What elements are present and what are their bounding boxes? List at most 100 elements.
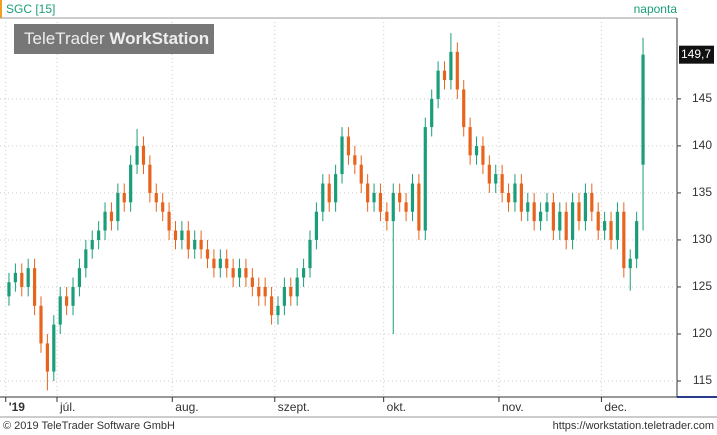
candle-body [340,136,344,175]
candle-body [122,192,126,203]
candle-body [494,174,498,184]
candle-body [173,230,178,240]
candle-body [205,249,210,259]
candle-body [538,211,543,222]
candle-body [20,272,24,287]
candle-body [583,192,588,222]
candle-body [26,268,30,287]
candle-body [551,202,555,231]
candle-body [58,296,62,325]
candle-body [218,258,222,269]
logo-box [14,24,214,54]
candle-body [423,127,427,231]
candle-body [603,221,607,231]
last-price-label: 149,7 [681,47,711,61]
candle-body [410,183,415,212]
candle-body [590,192,594,212]
plot: 115 120 125 130 135 140 145 '19 júl. aug. szept. ok… [0,18,712,414]
candle-body [327,183,331,203]
candle-body [487,164,491,184]
y-tick-label: 130 [692,232,712,246]
candle-body [635,221,639,259]
candle-body [193,239,197,250]
candle-body [103,211,107,231]
candle-body [321,183,325,212]
candle-body [615,211,620,240]
candle-body [532,202,536,222]
y-tick-label: 115 [693,373,712,387]
candle-body [52,324,56,372]
candle-body [596,211,600,231]
candle-body [308,239,312,269]
x-tick-label: dec. [604,400,627,414]
candle-body [289,286,293,297]
logo-text: TeleTrader WorkStation [24,29,209,48]
candle-body [417,183,421,231]
candle-body [526,202,530,212]
candle-body [231,268,235,278]
candle-body [628,258,632,269]
candle-body [468,127,472,156]
candle-body [135,145,139,165]
candle-body [154,192,158,203]
candle-body [32,268,37,306]
candle-body [513,183,517,203]
candle-body [545,202,549,212]
candle-body [334,174,338,203]
candle-body [71,286,75,306]
candle-body [77,268,82,287]
period: naponta [634,2,678,16]
candle-body [314,211,319,240]
logo-part: TeleTrader [24,29,105,48]
candle-body [13,272,17,283]
candle-body [148,164,152,193]
candle-body [269,296,274,316]
candle-body [276,305,280,316]
candle-body [641,54,645,165]
candle-body [244,268,248,278]
candle-body [7,282,11,297]
candle-body [462,89,466,128]
x-tick-label: okt. [387,400,406,414]
candle-body [506,192,511,203]
candle-body [442,70,447,81]
candle-body [609,221,613,240]
candle-body [282,286,286,306]
candle-body [372,192,376,203]
candle-body [398,192,402,203]
marker [0,0,2,18]
y-tick-label: 140 [692,138,712,152]
candle-body [378,192,383,212]
candle-body [430,98,434,128]
y-tick-label: 125 [692,279,712,293]
candle-body [84,249,88,269]
candle-body [474,145,479,156]
candle-body [199,239,203,250]
candle-body [180,230,184,240]
x-tick-label: aug. [175,400,198,414]
corner [677,397,717,417]
candle-body [250,277,254,287]
copyright: © 2019 TeleTrader Software GmbH [3,420,175,432]
candle-body [564,211,568,240]
candle-body [346,136,351,156]
candle-body [481,145,485,165]
candle-body [141,145,146,165]
candle-body [257,286,261,297]
candle-body [65,296,69,306]
candle-body [129,164,133,203]
candle-body [500,174,504,193]
candle-body [225,258,229,269]
x-tick-label: '19 [9,400,26,414]
x-tick-label: szept. [278,400,310,414]
candle-body [116,192,120,222]
candle-body [385,211,389,222]
candle-body [237,268,242,278]
candle-body [577,202,581,222]
candle-body [161,202,165,212]
x-tick-label: júl. [59,400,75,414]
candle-body [212,258,216,269]
